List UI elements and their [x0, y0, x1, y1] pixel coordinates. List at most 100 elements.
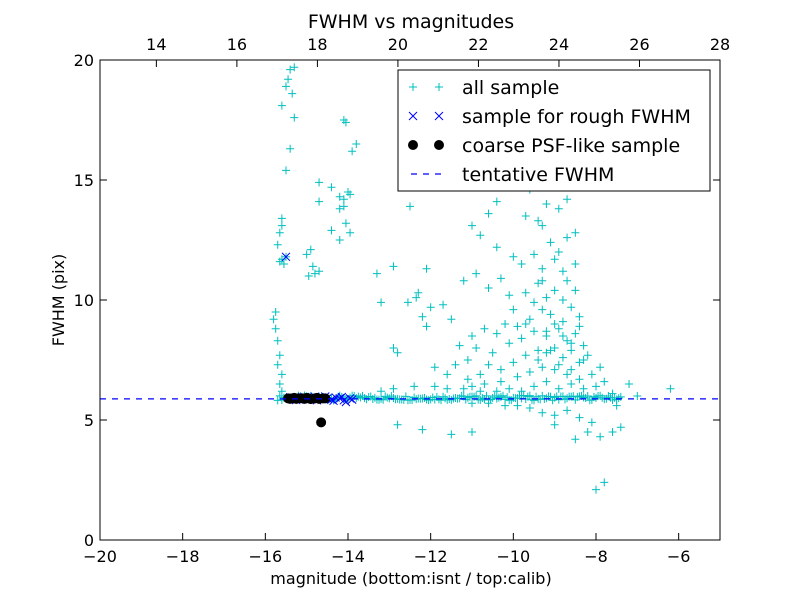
all-sample-point	[463, 356, 472, 364]
all-sample-point	[666, 384, 675, 393]
all-sample-point	[288, 89, 297, 98]
y-axis-label: FWHM (pix)	[49, 254, 68, 347]
all-sample-point	[486, 395, 495, 404]
x-tick-label: −12	[414, 547, 448, 566]
all-sample-point	[476, 231, 485, 240]
all-sample-point	[277, 387, 286, 396]
all-sample-point	[275, 228, 284, 237]
all-sample-point	[368, 394, 377, 403]
all-sample-point	[271, 324, 280, 333]
all-sample-point	[563, 195, 572, 204]
all-sample-point	[335, 192, 344, 201]
all-sample-point	[538, 221, 547, 230]
all-sample-point	[575, 322, 584, 331]
all-sample-point	[554, 384, 563, 393]
all-sample-point	[496, 377, 505, 386]
x-tick-label: −8	[584, 547, 608, 566]
all-sample-point	[476, 387, 485, 396]
all-sample-point	[494, 393, 503, 402]
all-sample-point	[575, 312, 584, 321]
chart-title: FWHM vs magnitudes	[308, 11, 514, 33]
all-sample-point	[598, 393, 607, 402]
all-sample-point	[406, 202, 414, 211]
all-sample-point	[447, 315, 456, 324]
all-sample-point	[567, 380, 576, 388]
all-sample-point	[546, 346, 555, 355]
all-sample-point	[327, 183, 336, 192]
x-axis-label: magnitude (bottom:isnt / top:calib)	[270, 569, 551, 588]
all-sample-point	[275, 380, 284, 388]
all-sample-point	[509, 305, 518, 314]
all-sample-point	[306, 245, 315, 254]
all-sample-point	[273, 360, 282, 369]
all-sample-point	[600, 377, 609, 386]
all-sample-point	[600, 478, 609, 487]
legend-label: tentative FWHM	[462, 164, 614, 186]
legend-marker	[435, 83, 443, 91]
all-sample-point	[550, 420, 559, 429]
all-sample-point	[275, 391, 284, 400]
all-sample-point	[538, 305, 547, 314]
all-sample-point	[517, 387, 526, 396]
legend-marker	[409, 83, 417, 91]
all-sample-point	[575, 375, 584, 384]
all-sample-point	[414, 288, 423, 297]
all-sample-point	[525, 404, 534, 412]
all-sample-point	[492, 243, 501, 252]
all-sample-point	[501, 320, 510, 328]
all-sample-point	[521, 212, 530, 220]
x-tick-label: −10	[496, 547, 530, 566]
all-sample-point	[389, 262, 398, 271]
all-sample-point	[521, 288, 530, 297]
all-sample-point	[579, 341, 588, 350]
all-sample-point	[530, 382, 538, 391]
all-sample-point	[463, 393, 472, 402]
all-sample-point	[563, 233, 572, 242]
legend-label: all sample	[462, 77, 559, 99]
all-sample-point	[468, 221, 476, 230]
all-sample-point	[525, 315, 534, 324]
all-sample-point	[275, 351, 284, 360]
all-sample-point	[372, 269, 381, 278]
all-sample-point	[538, 276, 547, 285]
all-sample-point	[426, 303, 435, 312]
all-sample-point	[443, 384, 452, 393]
all-sample-point	[561, 395, 569, 404]
all-sample-point	[521, 351, 530, 360]
all-sample-point	[592, 485, 600, 494]
all-sample-point	[315, 178, 324, 187]
all-sample-point	[542, 293, 551, 302]
top-tick-label: 18	[307, 35, 327, 54]
all-sample-point	[496, 365, 505, 374]
all-sample-point	[550, 255, 559, 264]
all-sample-point	[558, 353, 567, 362]
all-sample-point	[587, 370, 596, 379]
all-sample-point	[422, 322, 431, 331]
all-sample-point	[505, 384, 514, 393]
all-sample-point	[389, 344, 398, 352]
all-sample-point	[273, 336, 282, 345]
all-sample-point	[501, 395, 510, 404]
all-sample-point	[558, 317, 567, 326]
all-sample-point	[567, 365, 576, 374]
all-sample-point	[538, 264, 547, 273]
all-sample-point	[525, 391, 534, 400]
x-tick-label: −18	[166, 547, 200, 566]
all-sample-point	[277, 101, 286, 110]
all-sample-point	[581, 394, 590, 403]
all-sample-point	[563, 370, 572, 379]
all-sample-point	[579, 356, 588, 364]
all-sample-point	[517, 334, 526, 343]
all-sample-point	[478, 393, 487, 402]
all-sample-point	[616, 423, 625, 432]
all-sample-point	[348, 147, 357, 156]
all-sample-point	[424, 396, 433, 405]
all-sample-point	[459, 384, 468, 393]
all-sample-point	[412, 293, 421, 302]
all-sample-point	[282, 166, 290, 175]
all-sample-point	[403, 298, 412, 307]
all-sample-point	[346, 228, 355, 237]
all-sample-point	[290, 63, 299, 72]
all-sample-point	[492, 197, 501, 206]
